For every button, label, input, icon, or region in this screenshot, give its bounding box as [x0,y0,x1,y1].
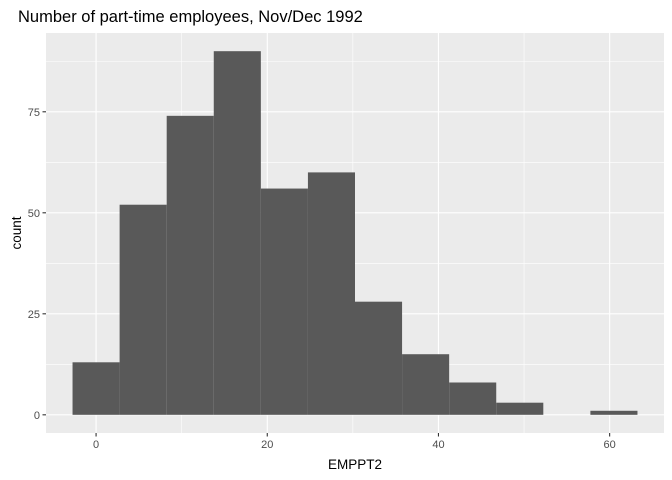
x-axis-ticks: 0 20 40 60 [93,433,616,451]
histogram-bar [260,188,308,415]
histogram-bar [449,382,497,415]
histogram-bars [72,51,638,415]
histogram-bar [119,204,167,415]
histogram-bar [213,51,261,415]
y-tick-label: 50 [28,208,40,220]
y-tick-label: 75 [28,107,40,119]
x-tick-label: 0 [93,439,99,451]
histogram-bar [402,354,450,415]
histogram-bar [590,410,638,415]
y-tick-label: 0 [34,410,40,422]
histogram-bar [355,301,403,415]
x-axis-title: EMPPT2 [328,457,382,472]
histogram-bar [166,115,214,415]
x-tick-label: 20 [261,439,273,451]
y-tick-label: 25 [28,309,40,321]
histogram-bar [496,402,544,415]
histogram-bar [72,362,120,415]
x-tick-label: 60 [604,439,616,451]
chart-title: Number of part-time employees, Nov/Dec 1… [18,8,363,26]
y-axis-title: count [9,216,24,249]
x-tick-label: 40 [432,439,444,451]
y-axis-ticks: 0 25 50 75 [28,107,46,422]
histogram-bar [307,172,355,415]
